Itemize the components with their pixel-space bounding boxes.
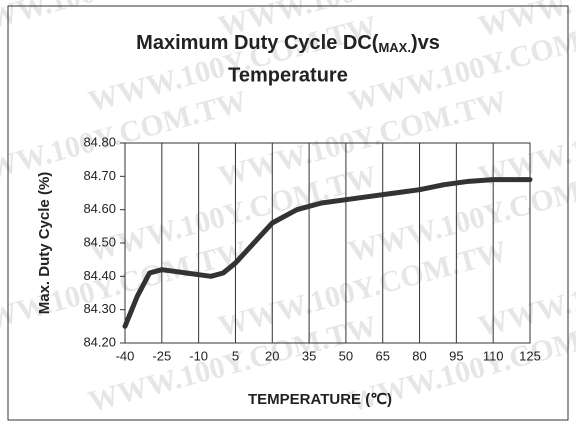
y-tick-label: 84.80 xyxy=(83,134,116,149)
x-tick-label: 110 xyxy=(483,348,504,363)
y-tick-label: 84.30 xyxy=(83,301,116,316)
x-tick-label: 65 xyxy=(375,348,389,363)
y-tick-label: 84.40 xyxy=(83,268,116,283)
y-tick-label: 84.60 xyxy=(83,201,116,216)
title-text: Maximum Duty Cycle DC( xyxy=(136,32,379,54)
x-tick-label: -10 xyxy=(189,348,208,363)
data-line xyxy=(122,177,533,329)
x-tick-label: 50 xyxy=(339,348,353,363)
y-tick-label: 84.70 xyxy=(83,168,116,183)
x-tick-label: 5 xyxy=(232,348,239,363)
title-subscript: MAX. xyxy=(378,40,411,55)
y-tick-label: 84.50 xyxy=(83,234,116,249)
title-text-after: )vs xyxy=(411,32,440,54)
x-tick-label: -25 xyxy=(152,348,171,363)
x-axis-label: TEMPERATURE (℃) xyxy=(248,391,392,408)
x-tick-label: -40 xyxy=(116,348,135,363)
x-tick-label: 35 xyxy=(302,348,316,363)
x-tick-label: 80 xyxy=(412,348,426,363)
frame xyxy=(7,5,569,421)
x-tick-label: 20 xyxy=(265,348,279,363)
chart-title: Maximum Duty Cycle DC(MAX.)vs xyxy=(136,32,440,55)
chart-title-line2: Temperature xyxy=(228,64,348,86)
x-tick-label: 125 xyxy=(519,348,541,363)
y-axis-label: Max. Duty Cycle (%) xyxy=(36,172,53,315)
y-tick-label: 84.20 xyxy=(83,334,116,349)
x-tick-label: 95 xyxy=(449,348,463,363)
